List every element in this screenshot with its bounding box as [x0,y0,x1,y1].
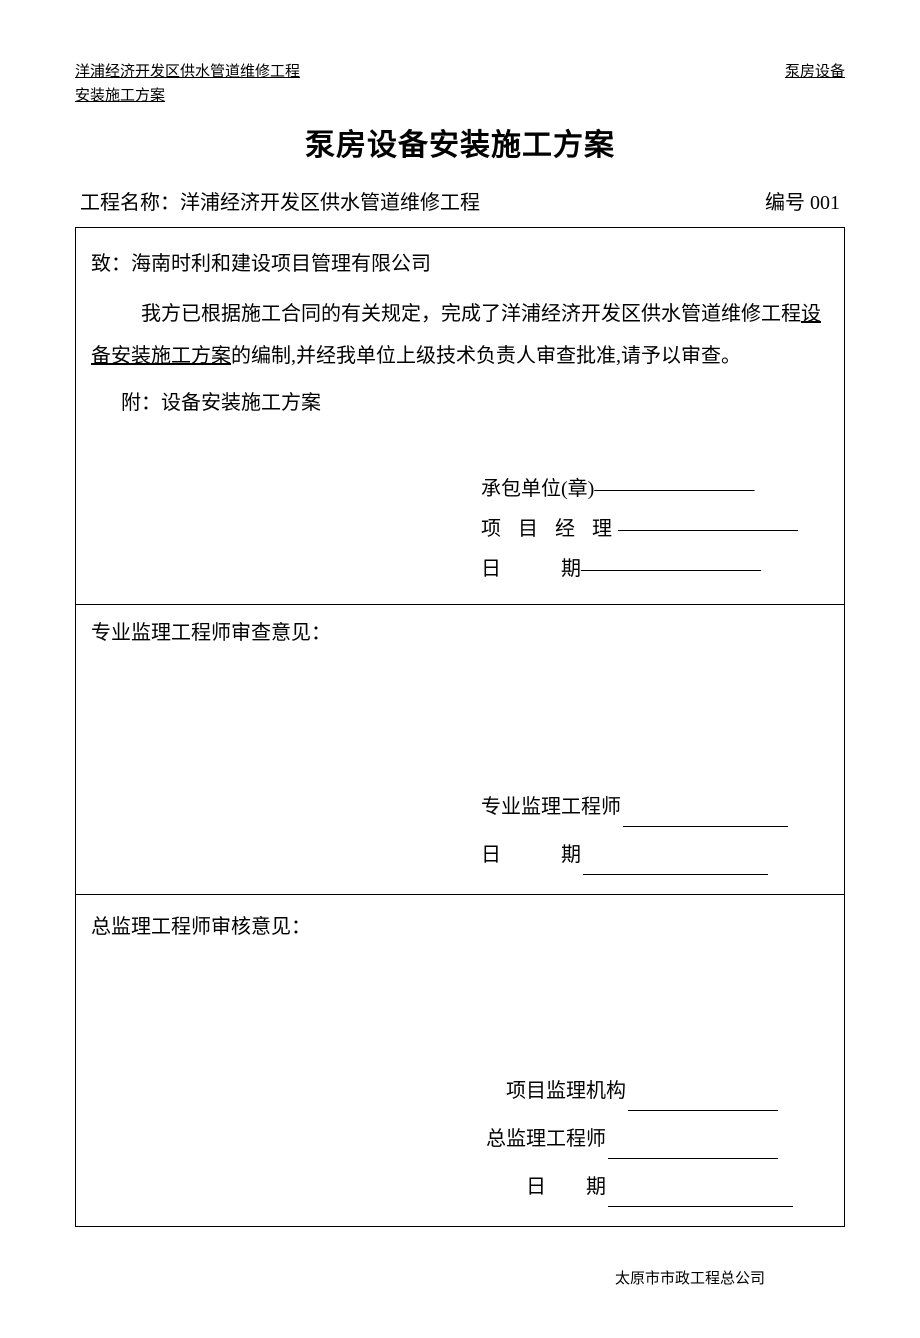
header-left: 洋浦经济开发区供水管道维修工程 [75,60,300,81]
signature-line [608,1111,778,1159]
specialist-signature-block: 专业监理工程师 日 期 [91,783,829,879]
chief-review-title: 总监理工程师审核意见： [91,907,829,947]
project-info-row: 工程名称：洋浦经济开发区供水管道维修工程 编号 001 [75,186,845,215]
form-container: 致：海南时利和建设项目管理有限公司 我方已根据施工合同的有关规定，完成了洋浦经济… [75,227,845,1227]
contractor-signature-block: 承包单位(章)———————— 项 目 经 理————————— 日 期————… [91,469,829,589]
document-page: 洋浦经济开发区供水管道维修工程 泵房设备 安装施工方案 泵房设备安装施工方案 工… [0,0,920,1338]
date-row: 日 期————————— [481,549,829,589]
signature-line [583,827,768,875]
section-chief-review: 总监理工程师审核意见： 项目监理机构 总监理工程师 日 期 [76,895,844,1226]
project-name: 工程名称：洋浦经济开发区供水管道维修工程 [80,186,480,215]
attachment-line: 附：设备安装施工方案 [91,382,829,424]
contractor-seal-row: 承包单位(章)———————— [481,469,829,509]
specialist-review-title: 专业监理工程师审查意见： [91,613,829,653]
document-title: 泵房设备安装施工方案 [75,120,845,164]
chief-date-row: 日 期 [526,1163,829,1211]
chief-signature-block: 项目监理机构 总监理工程师 日 期 [91,1067,829,1211]
section-submission: 致：海南时利和建设项目管理有限公司 我方已根据施工合同的有关规定，完成了洋浦经济… [76,228,844,605]
header-right: 泵房设备 [785,60,845,81]
body-paragraph: 我方已根据施工合同的有关规定，完成了洋浦经济开发区供水管道维修工程设备安装施工方… [91,293,829,377]
signature-line [608,1159,793,1207]
supervision-org-row: 项目监理机构 [506,1067,829,1115]
section-specialist-review: 专业监理工程师审查意见： 专业监理工程师 日 期 [76,605,844,895]
footer-company: 太原市市政工程总公司 [75,1267,845,1288]
header-row: 洋浦经济开发区供水管道维修工程 泵房设备 [75,60,845,81]
chief-engineer-row: 总监理工程师 [486,1115,829,1163]
addressee-line: 致：海南时利和建设项目管理有限公司 [91,243,829,285]
project-number: 编号 001 [765,186,840,215]
header-line2: 安装施工方案 [75,84,845,105]
signature-line [623,779,788,827]
project-manager-row: 项 目 经 理————————— [481,509,829,549]
signature-line [628,1063,778,1111]
specialist-engineer-row: 专业监理工程师 [481,783,829,831]
specialist-date-row: 日 期 [481,831,829,879]
